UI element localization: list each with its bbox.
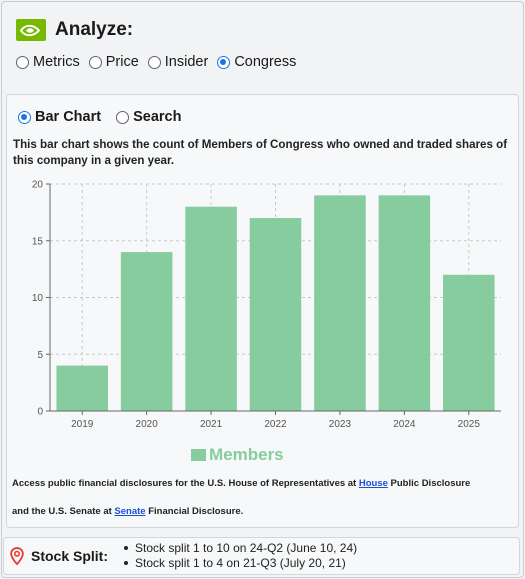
y-tick-label: 0	[37, 407, 43, 418]
bar-2025	[443, 274, 495, 411]
page-title: Analyze:	[55, 19, 134, 40]
radio-button-selected[interactable]	[18, 110, 31, 124]
view-selector: Metrics Price Insider Congress	[16, 54, 305, 70]
mode-option-label: Search	[133, 109, 182, 125]
bar-2020	[120, 252, 173, 411]
house-disclosure-suffix: Public Disclosure	[390, 478, 471, 489]
list-item: Stock split 1 to 4 on 21-Q3 (July 20, 21…	[122, 556, 357, 571]
bar-2023	[314, 195, 366, 411]
legend-swatch	[191, 449, 206, 461]
house-disclosure-prefix: Access public financial disclosures for …	[12, 478, 357, 489]
stock-split-box: Stock Split: Stock split 1 to 10 on 24-Q…	[3, 537, 520, 575]
stock-split-label: Stock Split:	[31, 548, 109, 564]
list-item: Stock split 1 to 10 on 24-Q2 (June 10, 2…	[122, 541, 357, 556]
view-option-congress[interactable]: Congress	[217, 54, 296, 70]
mode-selector: Bar Chart Search	[18, 109, 196, 125]
x-tick-label: 2025	[458, 419, 481, 430]
senate-link[interactable]: Senate	[114, 506, 146, 517]
radio-button-selected[interactable]	[217, 55, 231, 69]
stock-split-list: Stock split 1 to 10 on 24-Q2 (June 10, 2…	[122, 541, 357, 571]
view-option-insider[interactable]: Insider	[147, 54, 209, 70]
radio-button[interactable]	[16, 55, 29, 69]
radio-button[interactable]	[116, 110, 130, 124]
bar-2024	[378, 195, 431, 411]
bar-2022	[249, 218, 302, 411]
view-option-metrics[interactable]: Metrics	[16, 54, 80, 70]
chart-description: This bar chart shows the count of Member…	[13, 138, 508, 167]
view-option-label: Metrics	[33, 54, 80, 70]
y-tick-label: 5	[37, 350, 43, 361]
y-tick-label: 15	[32, 236, 44, 247]
location-pin-icon	[10, 547, 24, 565]
x-tick-label: 2022	[264, 419, 287, 430]
chart-legend: Members	[191, 445, 284, 465]
x-tick-label: 2020	[136, 419, 159, 430]
bar-2021	[185, 206, 237, 411]
house-link[interactable]: House	[358, 478, 388, 489]
legend-label: Members	[209, 445, 284, 464]
senate-disclosure-suffix: Financial Disclosure.	[148, 506, 244, 517]
y-tick-label: 20	[32, 180, 44, 191]
x-tick-label: 2021	[200, 419, 223, 430]
x-tick-label: 2019	[71, 419, 94, 430]
x-tick-label: 2023	[329, 419, 352, 430]
senate-disclosure-prefix: and the U.S. Senate at	[12, 506, 112, 517]
radio-button[interactable]	[147, 55, 161, 69]
view-option-label: Congress	[234, 54, 297, 70]
x-tick-label: 2024	[393, 419, 416, 430]
house-disclosure-text: Access public financial disclosures for …	[12, 478, 517, 489]
bar-2019	[56, 365, 108, 411]
y-tick-label: 10	[32, 293, 44, 304]
stock-split-heading: Stock Split:	[10, 547, 108, 565]
radio-button[interactable]	[88, 55, 102, 69]
mode-option-bar-chart[interactable]: Bar Chart	[18, 109, 101, 125]
view-option-price[interactable]: Price	[88, 54, 139, 70]
brand-logo-icon	[16, 19, 46, 41]
mode-option-search[interactable]: Search	[116, 109, 181, 125]
chart-svg: 0 5 10 15 20 2019 2020 2021 2022 2023 2024 2025	[32, 180, 501, 430]
header: Analyze:	[16, 16, 133, 44]
view-option-label: Insider	[164, 54, 209, 70]
view-option-label: Price	[105, 54, 139, 70]
senate-disclosure-text: and the U.S. Senate at Senate Financial …	[12, 506, 517, 517]
congress-panel: Bar Chart Search This bar chart shows th…	[6, 94, 519, 528]
mode-option-label: Bar Chart	[35, 109, 102, 125]
congress-bar-chart: 0 5 10 15 20 2019 2020 2021 2022 2023 2024 2025	[7, 179, 520, 434]
